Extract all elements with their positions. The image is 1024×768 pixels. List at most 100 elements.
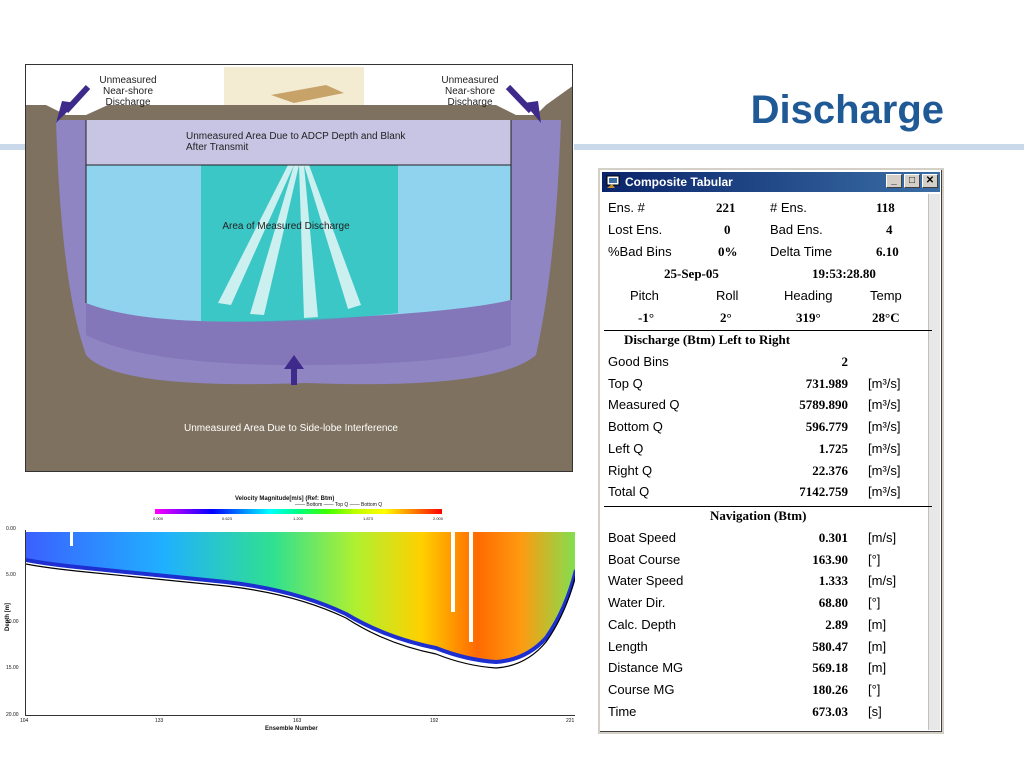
row-lost: Lost Ens. 0 Bad Ens. 4 — [604, 222, 934, 242]
nens-value: 118 — [876, 200, 895, 215]
lost-value: 0 — [724, 222, 731, 237]
discharge-label: Good Bins — [608, 354, 669, 369]
ens-value: 221 — [716, 200, 736, 215]
navigation-row: Distance MG 569.18 [m] — [604, 660, 934, 680]
discharge-label: Left Q — [608, 440, 644, 456]
navigation-value: 180.26 — [812, 681, 848, 697]
bad-label: Bad Ens. — [770, 222, 823, 237]
discharge-value: 731.989 — [805, 375, 848, 391]
profile-legend: —— Bottom —— Top Q —— Bottom Q — [295, 502, 383, 508]
navigation-label: Water Dir. — [608, 595, 666, 611]
discharge-value: 7142.759 — [799, 484, 848, 500]
navigation-row: Boat Course 163.90 [°] — [604, 552, 934, 572]
navigation-unit: [m] — [868, 638, 887, 654]
discharge-label: Measured Q — [608, 397, 680, 413]
plot-area — [25, 530, 575, 716]
navigation-unit: [°] — [868, 595, 881, 611]
y-axis-label: Depth [m] — [5, 603, 11, 631]
y-tick: 15.00 — [6, 665, 19, 671]
discharge-value: 1.725 — [818, 440, 848, 456]
composite-tabular-window: Composite Tabular _ □ ✕ Ens. # 221 # Ens… — [598, 168, 944, 734]
discharge-row: Right Q 22.376 [m³/s] — [604, 463, 934, 483]
navigation-value: 673.03 — [812, 703, 848, 719]
lost-label: Lost Ens. — [608, 222, 663, 237]
colorbar-tick: 0.623 — [222, 516, 233, 521]
discharge-unit: [m³/s] — [868, 419, 901, 435]
discharge-label: Top Q — [608, 375, 643, 391]
navigation-label: Water Speed — [608, 573, 684, 589]
x-tick: 104 — [20, 718, 29, 724]
tabular-body: Ens. # 221 # Ens. 118 Lost Ens. 0 Bad En… — [604, 196, 932, 728]
close-button[interactable]: ✕ — [922, 174, 938, 188]
ens-label: Ens. # — [608, 200, 645, 215]
colorbar-tick: 1.200 — [293, 516, 304, 521]
discharge-row: Top Q 731.989 [m³/s] — [604, 376, 934, 396]
maximize-button[interactable]: □ — [904, 174, 920, 188]
x-axis-label: Ensemble Number — [265, 726, 318, 732]
discharge-section-title: Discharge (Btm) Left to Right — [604, 332, 934, 352]
vertical-scrollbar[interactable] — [928, 194, 940, 730]
row-attitude-values: -1° 2° 319° 28°C — [604, 310, 934, 330]
adcp-diagram: Unmeasured Near-shore Discharge Unmeasur… — [25, 64, 573, 472]
colorbar-tick: 2.000 — [433, 516, 444, 521]
nens-label: # Ens. — [770, 200, 807, 215]
navigation-label: Distance MG — [608, 660, 684, 676]
navigation-unit: [s] — [868, 703, 882, 719]
navigation-row: Water Dir. 68.80 [°] — [604, 595, 934, 615]
label-adcp-blank: Unmeasured Area Due to ADCP Depth and Bl… — [186, 131, 406, 153]
roll-label: Roll — [716, 288, 739, 303]
navigation-value: 1.333 — [818, 573, 848, 589]
colorbar-tick: 0.000 — [153, 516, 164, 521]
profile-title: Velocity Magnitude[m/s] (Ref: Btm) — [235, 496, 335, 502]
navigation-unit: [m/s] — [868, 573, 897, 589]
navigation-unit: [m] — [868, 660, 887, 676]
navigation-value: 0.301 — [818, 530, 848, 545]
navigation-row: Length 580.47 [m] — [604, 639, 934, 659]
slide-rule-left — [0, 144, 26, 150]
x-tick: 221 — [566, 718, 575, 724]
adcp-diagram-graphic — [26, 65, 572, 471]
discharge-row: Total Q 7142.759 [m³/s] — [604, 484, 934, 504]
row-badbins: %Bad Bins 0% Delta Time 6.10 — [604, 244, 934, 264]
badbins-value: 0% — [718, 244, 738, 259]
slide-rule-right — [574, 144, 1024, 150]
label-right-nearshore: Unmeasured Near-shore Discharge — [441, 75, 499, 108]
separator — [604, 330, 932, 331]
navigation-row: Time 673.03 [s] — [604, 704, 934, 724]
temp-label: Temp — [870, 288, 902, 303]
temp-value: 28°C — [872, 310, 900, 325]
navigation-unit: [m] — [868, 616, 887, 632]
velocity-colorbar — [155, 509, 442, 514]
velocity-heatmap — [26, 532, 575, 669]
time-value: 19:53:28.80 — [812, 266, 876, 281]
separator — [604, 506, 932, 507]
bad-value: 4 — [886, 222, 893, 237]
navigation-label: Length — [608, 638, 648, 654]
minimize-button[interactable]: _ — [886, 174, 902, 188]
discharge-value: 596.779 — [805, 419, 848, 435]
navigation-value: 163.90 — [812, 551, 848, 567]
pitch-value: -1° — [638, 310, 655, 325]
roll-value: 2° — [720, 310, 732, 325]
navigation-section-title: Navigation (Btm) — [604, 508, 934, 528]
y-tick: 0.00 — [6, 526, 16, 532]
discharge-label: Right Q — [608, 462, 653, 478]
heading-label: Heading — [784, 288, 833, 303]
discharge-unit: [m³/s] — [868, 462, 901, 478]
window-title: Composite Tabular — [625, 175, 733, 189]
navigation-unit: [°] — [868, 681, 881, 697]
label-left-nearshore: Unmeasured Near-shore Discharge — [99, 75, 157, 108]
delta-label: Delta Time — [770, 244, 833, 259]
discharge-value: 2 — [841, 354, 849, 369]
slide-title: Discharge — [750, 88, 944, 132]
row-ens: Ens. # 221 # Ens. 118 — [604, 200, 934, 220]
discharge-title: Discharge (Btm) Left to Right — [624, 332, 791, 347]
y-tick: 10.00 — [6, 619, 19, 625]
navigation-value: 569.18 — [812, 660, 848, 676]
x-tick: 133 — [155, 718, 164, 724]
discharge-unit: [m³/s] — [868, 484, 901, 500]
velocity-profile-plot: Velocity Magnitude[m/s] (Ref: Btm) —— Bo… — [0, 496, 582, 740]
navigation-title: Navigation (Btm) — [710, 508, 807, 523]
window-titlebar[interactable]: Composite Tabular _ □ ✕ — [602, 172, 940, 192]
discharge-row: Good Bins 2 — [604, 354, 934, 374]
